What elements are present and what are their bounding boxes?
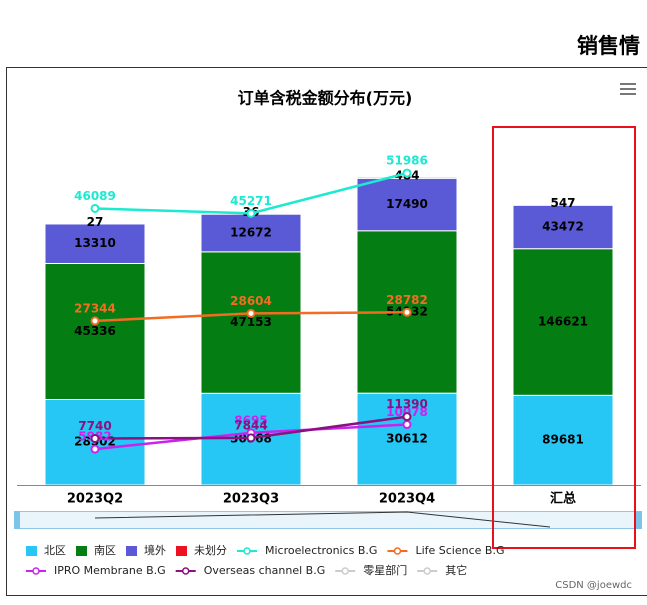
- line-point: [404, 413, 411, 420]
- x-tick-label: 汇总: [550, 491, 576, 507]
- line-point: [92, 317, 99, 324]
- line-point: [248, 310, 255, 317]
- bar-label: 12672: [230, 225, 272, 239]
- legend-label: 南区: [94, 544, 116, 557]
- line-point: [248, 434, 255, 441]
- legend-item[interactable]: 北区: [26, 544, 66, 557]
- legend-item[interactable]: 其它: [417, 563, 467, 577]
- legend-item[interactable]: Life Science B.G: [387, 544, 504, 557]
- line-label: 51986: [386, 154, 428, 168]
- line-label: 28782: [386, 293, 428, 307]
- legend-item[interactable]: 南区: [76, 544, 116, 557]
- legend-label: 北区: [44, 544, 66, 557]
- legend-swatch: [126, 546, 137, 556]
- legend-label: Life Science B.G: [415, 544, 504, 557]
- line-label: 45271: [230, 194, 272, 208]
- line-point: [404, 421, 411, 428]
- line-point: [404, 170, 411, 177]
- line-point: [92, 435, 99, 442]
- line-label: 27344: [74, 301, 116, 315]
- legend-swatch: [33, 568, 39, 574]
- line-point: [248, 210, 255, 217]
- line-label: 46089: [74, 189, 116, 203]
- bar-label: 45336: [74, 324, 116, 338]
- zoom-slider[interactable]: [14, 511, 642, 529]
- bar-label: 27: [87, 215, 104, 229]
- legend-label: 境外: [144, 543, 166, 557]
- x-tick-label: 2023Q3: [223, 492, 279, 507]
- menu-icon[interactable]: [620, 84, 636, 94]
- bar-label: 146621: [538, 315, 588, 329]
- bar-label: 547: [550, 196, 575, 210]
- chart-title: 订单含税金额分布(万元): [238, 89, 413, 108]
- line-label: 11390: [386, 397, 428, 411]
- x-tick-label: 2023Q4: [379, 492, 435, 507]
- line-point: [404, 309, 411, 316]
- bar-label: 17490: [386, 197, 428, 211]
- bar-label: 13310: [74, 236, 116, 250]
- legend-swatch: [424, 568, 430, 574]
- legend-label: Overseas channel B.G: [204, 564, 326, 577]
- legend-swatch: [176, 546, 187, 556]
- legend-label: 其它: [445, 563, 467, 577]
- page-header: 销售情: [577, 34, 640, 58]
- legend-swatch: [183, 568, 189, 574]
- bar-label: 30612: [386, 432, 428, 446]
- legend-item[interactable]: 境外: [126, 543, 166, 557]
- line-label: 7844: [234, 418, 267, 432]
- legend-swatch: [244, 548, 250, 554]
- legend-item[interactable]: Microelectronics B.G: [237, 544, 377, 557]
- x-tick-label: 2023Q2: [67, 492, 123, 507]
- legend-item[interactable]: 未划分: [176, 544, 227, 557]
- legend-swatch: [26, 546, 37, 556]
- legend-label: 零星部门: [363, 563, 407, 577]
- line-label: 28604: [230, 294, 272, 308]
- footer: CSDN @joewdc: [555, 580, 632, 591]
- bar-label: 89681: [542, 433, 584, 447]
- line-label: 7740: [78, 419, 111, 433]
- legend-swatch: [76, 546, 87, 556]
- legend-swatch: [342, 568, 348, 574]
- legend-item[interactable]: Overseas channel B.G: [176, 564, 326, 577]
- line-point: [92, 446, 99, 453]
- legend-swatch: [394, 548, 400, 554]
- legend-label: 未划分: [194, 544, 227, 557]
- legend-item[interactable]: 零星部门: [335, 563, 407, 577]
- bar-label: 43472: [542, 219, 584, 233]
- legend-item[interactable]: IPRO Membrane B.G: [26, 564, 166, 577]
- line-point: [92, 205, 99, 212]
- legend-label: IPRO Membrane B.G: [54, 564, 166, 577]
- legend-label: Microelectronics B.G: [265, 544, 377, 557]
